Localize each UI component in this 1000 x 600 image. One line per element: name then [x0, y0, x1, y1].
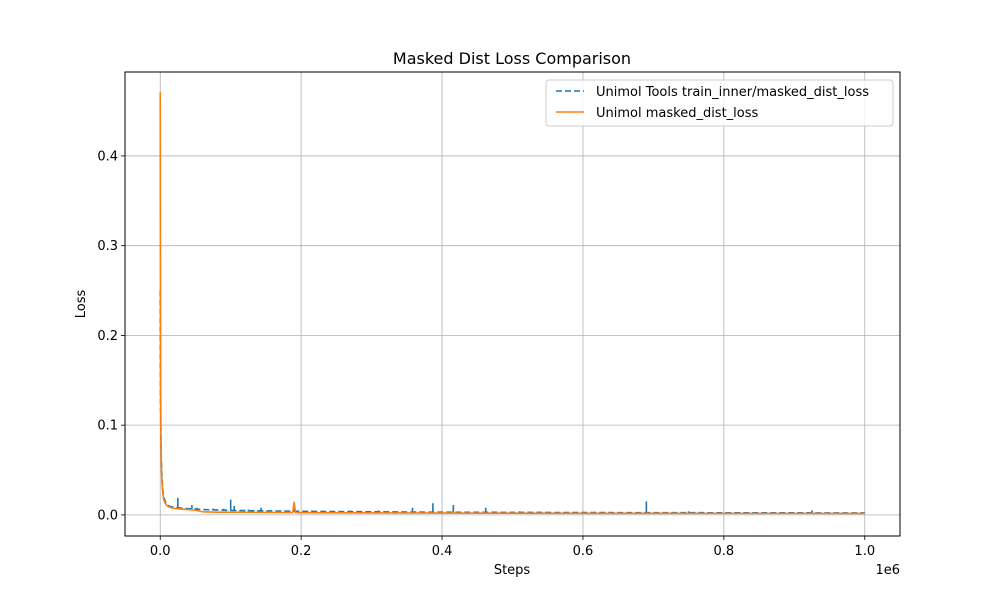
- y-tick-label: 0.3: [97, 239, 118, 254]
- x-axis-label: Steps: [494, 563, 531, 578]
- x-tick-label: 0.6: [573, 544, 594, 559]
- y-tick-label: 0.1: [97, 419, 118, 434]
- y-axis-label: Loss: [74, 290, 89, 319]
- plot-area: [159, 92, 865, 515]
- y-tick-label: 0.2: [97, 329, 118, 344]
- x-axis: 0.0 0.2 0.4 0.6 0.8 1.0: [150, 536, 875, 559]
- legend: Unimol Tools train_inner/masked_dist_los…: [545, 79, 894, 127]
- chart-title: Masked Dist Loss Comparison: [393, 49, 631, 68]
- legend-box: [545, 79, 894, 127]
- x-tick-label: 0.8: [714, 544, 735, 559]
- x-tick-label: 0.4: [432, 544, 453, 559]
- series-line-1: [159, 92, 865, 515]
- x-tick-label: 0.0: [150, 544, 171, 559]
- legend-label-tools: Unimol Tools train_inner/masked_dist_los…: [596, 85, 869, 100]
- y-axis: 0.0 0.1 0.2 0.3 0.4: [97, 149, 125, 523]
- x-axis-offset-text: 1e6: [875, 563, 900, 578]
- x-tick-label: 1.0: [854, 544, 875, 559]
- series-group: [159, 92, 865, 515]
- legend-label-unimol: Unimol masked_dist_loss: [596, 106, 759, 121]
- y-tick-label: 0.0: [97, 508, 118, 523]
- axes-frame: [124, 71, 901, 537]
- y-tick-label: 0.4: [97, 149, 118, 164]
- x-tick-label: 0.2: [291, 544, 312, 559]
- grid-lines: [125, 72, 900, 536]
